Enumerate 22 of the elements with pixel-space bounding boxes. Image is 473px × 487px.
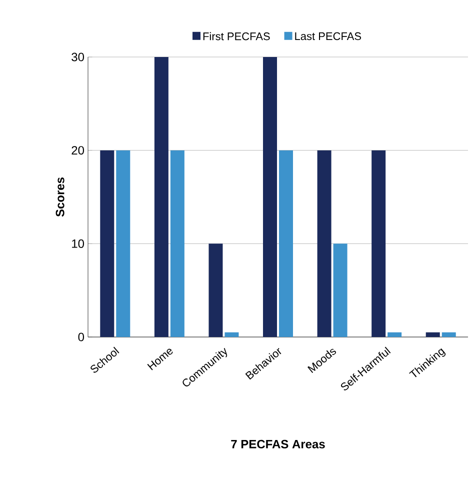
- bar: [426, 332, 440, 337]
- bar: [224, 332, 239, 337]
- y-tick-label: 30: [72, 52, 84, 62]
- y-tick-label: 20: [72, 146, 84, 155]
- bar: [279, 150, 293, 337]
- bar: [170, 150, 184, 337]
- bar: [154, 56, 168, 337]
- legend-label: Last PECFAS: [295, 32, 362, 40]
- y-tick-label: 0: [78, 332, 84, 342]
- bar: [116, 150, 130, 337]
- bar: [442, 332, 456, 337]
- bar: [388, 332, 402, 337]
- bar: [372, 150, 386, 337]
- y-tick-label: 10: [72, 239, 84, 248]
- bar: [208, 244, 223, 337]
- bar: [263, 56, 278, 337]
- x-axis-title: 7 PECFAS Areas: [231, 440, 325, 448]
- bar: [100, 150, 114, 337]
- legend-label: First PECFAS: [203, 32, 270, 40]
- bar: [333, 244, 348, 337]
- bar: [317, 150, 332, 337]
- y-axis-title: Scores: [56, 177, 64, 217]
